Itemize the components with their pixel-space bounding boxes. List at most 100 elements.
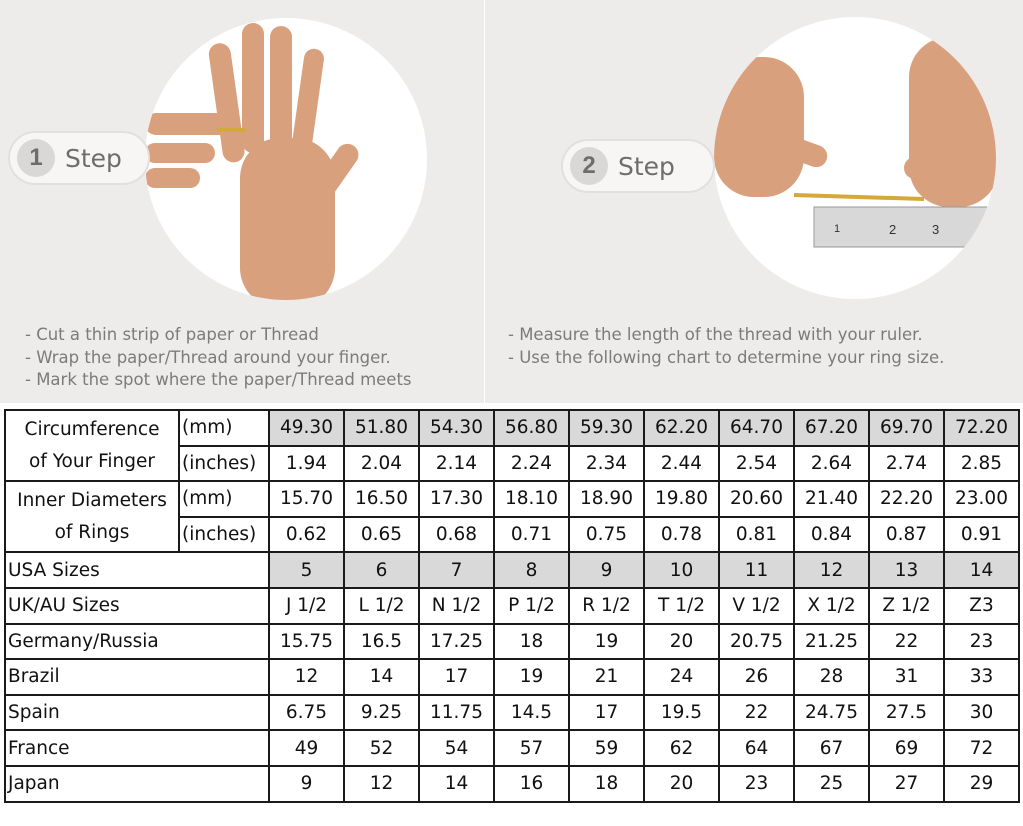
table-cell: 9.25 [343,693,420,732]
table-cell: 11 [718,551,795,589]
table-cell: 0.84 [793,515,870,554]
table-cell: 51.80 [343,409,420,447]
hand-photo [145,18,427,300]
table-row: Brazil 12 14 17 19 21 24 26 28 31 33 [4,658,1020,696]
table-cell: 0.62 [268,515,345,554]
table-cell: 62 [643,729,720,767]
table-cell: 72.20 [943,409,1020,447]
instruction-line: - Mark the spot where the paper/Thread m… [25,370,412,389]
table-cell: 17.30 [418,480,495,518]
table-cell: L 1/2 [343,586,420,625]
row-group-label: Circumference of Your Finger [4,408,180,483]
table-cell: 64.70 [718,409,795,447]
table-cell: 52 [343,729,420,767]
table-cell: 17 [568,693,645,732]
table-cell: R 1/2 [568,586,645,625]
row-group-label: Inner Diameters of Rings [4,480,180,554]
table-row: Spain 6.75 9.25 11.75 14.5 17 19.5 22 24.75 27.5 3… [4,693,1020,732]
table-cell: 49 [268,729,345,767]
table-cell: 23 [718,764,795,803]
group-label-line: of Your Finger [29,450,155,472]
instruction-line: - Wrap the paper/Thread around your fing… [25,347,391,367]
ruler-photo: 1 2 3 [714,17,996,299]
table-row: France 49 52 54 57 59 62 64 67 69 72 [4,729,1020,767]
table-cell: 14.5 [493,693,570,732]
row-label: USA Sizes [4,551,270,589]
table-cell: 19.80 [643,480,720,518]
step-1-instructions: - Cut a thin strip of paper or Thread - … [25,324,412,392]
table-cell: 25 [793,764,870,803]
table-row: USA Sizes 5 6 7 8 9 10 11 12 13 14 [4,551,1020,589]
table-cell: 0.78 [643,515,720,554]
row-label: Spain [4,693,270,732]
table-cell: 2.44 [643,444,720,483]
table-cell: 33 [943,658,1020,696]
table-cell: 27.5 [868,693,945,732]
table-cell: 19 [568,622,645,661]
group-label-line: Circumference [24,418,160,440]
step-1-badge: 1 Step [10,133,148,183]
instruction-line: - Cut a thin strip of paper or Thread [25,325,319,344]
table-cell: 64 [718,729,795,767]
inner-diameter-row-inches: (inches) 0.62 0.65 0.68 0.71 0.75 0.78 0.81 0.84… [5,515,1020,554]
table-cell: 2.24 [493,444,570,483]
table-cell: 11.75 [418,693,495,732]
step-label: Step [618,151,675,181]
table-cell: 2.34 [568,444,645,483]
instruction-line: - Measure the length of the thread with … [508,325,923,344]
ruler-label: 2 [889,222,896,237]
table-cell: 17 [418,658,495,696]
table-cell: 15.70 [268,480,345,518]
table-cell: 23.00 [943,480,1020,518]
table-cell: 29 [943,764,1020,803]
table-cell: 14 [343,658,420,696]
table-cell: 67.20 [793,409,870,447]
table-cell: 12 [343,764,420,803]
table-cell: 2.54 [718,444,795,483]
table-cell: 9 [568,551,645,589]
instruction-line: - Use the following chart to determine y… [508,347,945,367]
table-cell: 2.64 [793,444,870,483]
table-cell: 7 [418,551,495,589]
hand-wrap-finger-illustration [145,23,359,300]
table-cell: 0.81 [718,515,795,554]
table-cell: 69.70 [868,409,945,447]
table-cell: 16 [493,764,570,803]
table-cell: 20.60 [718,480,795,518]
row-label: Germany/Russia [4,622,270,661]
row-label: UK/AU Sizes [4,586,270,625]
table-cell: 59.30 [568,409,645,447]
unit-label: (inches) [178,515,270,554]
table-row: Germany/Russia 15.75 16.5 17.25 18 19 20 20.75 2… [4,622,1020,661]
table-row: UK/AU Sizes J 1/2 L 1/2 N 1/2 P 1/2 R 1/2 T 1/… [4,586,1020,625]
table-cell: 2.14 [418,444,495,483]
table-cell: 0.68 [418,515,495,554]
table-cell: 56.80 [493,409,570,447]
table-cell: J 1/2 [268,586,345,625]
step-2-badge: 2 Step [563,141,713,191]
step-number: 1 [17,139,55,177]
table-cell: 8 [493,551,570,589]
table-cell: 69 [868,729,945,767]
ruler-label: 3 [932,222,939,237]
group-label-line: of Rings [54,521,130,543]
table-cell: 21.40 [793,480,870,518]
step-2-instructions: - Measure the length of the thread with … [508,324,944,369]
table-cell: 15.75 [268,622,345,661]
table-cell: 21.25 [793,622,870,661]
table-cell: 19.5 [643,693,720,732]
table-cell: 18.10 [493,480,570,518]
table-cell: 59 [568,729,645,767]
table-cell: 24 [643,658,720,696]
table-cell: 14 [418,764,495,803]
table-cell: Z3 [943,586,1020,625]
circumference-row-mm: Circumference of Your Finger (mm) 49.30 51.8… [4,408,1020,483]
unit-label: (mm) [178,480,270,518]
table-cell: 26 [718,658,795,696]
instructions-panel: 1 Step - Cut a thin strip of paper or Th… [0,0,1023,403]
table-cell: 22 [718,693,795,732]
table-cell: 10 [643,551,720,589]
table-cell: 2.85 [943,444,1020,483]
row-label: France [4,729,270,767]
circumference-row-inches: (inches) 1.94 2.04 2.14 2.24 2.34 2.44 2.54 2.64… [5,444,1020,483]
